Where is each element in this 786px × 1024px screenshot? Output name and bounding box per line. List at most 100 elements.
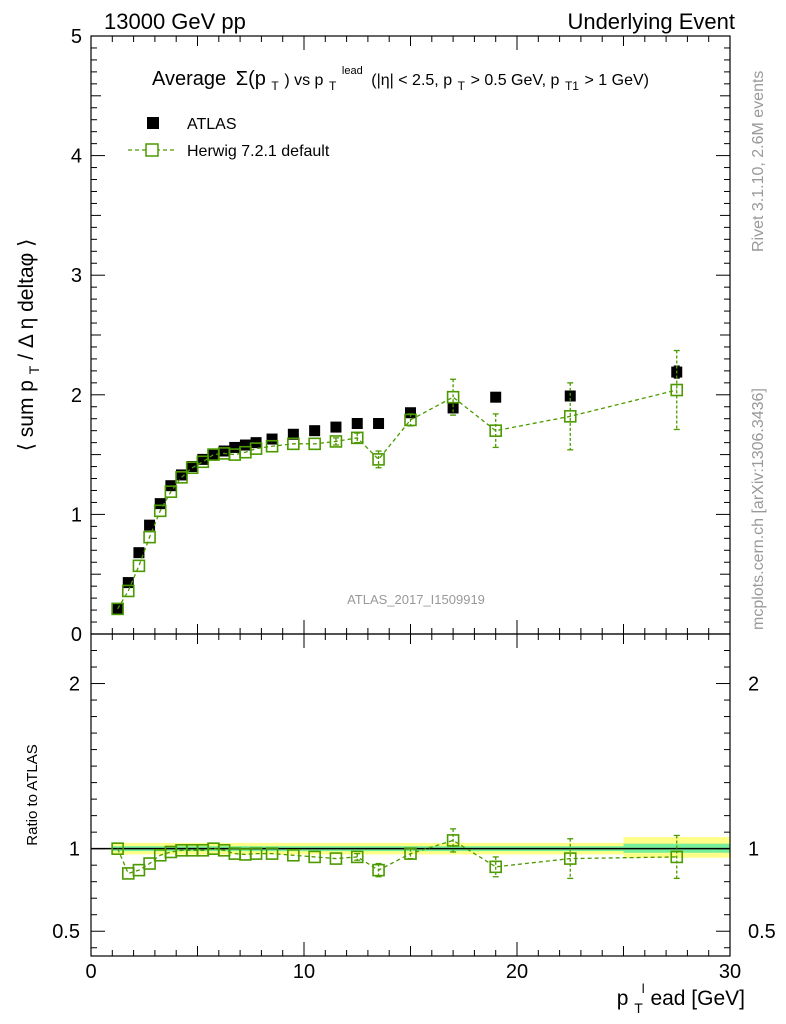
y-label-part-b: / Δ η deltaφ ⟩ (15, 239, 38, 360)
main-plot-ticks (90, 35, 731, 635)
atlas-point (133, 547, 145, 559)
ratio-plot-ticks (90, 634, 731, 956)
herwig-ratio-point (563, 852, 577, 865)
main-plot-panel: 0 1 2 3 4 5 Average Σ(p T ) vs p T lead (|η| … (71, 26, 731, 646)
atlas-point (154, 498, 166, 510)
herwig-point (489, 424, 503, 437)
x-label-rest: ead [GeV] (650, 987, 745, 1010)
atlas-point (447, 402, 459, 414)
herwig-series (111, 349, 684, 616)
herwig-ratio-point (329, 852, 343, 865)
herwig-ratio-point (489, 860, 503, 874)
herwig-ratio-point (143, 857, 156, 870)
herwig-point (404, 413, 417, 427)
herwig-ratio-point (175, 844, 188, 857)
mcplots-label: mcplots.cern.ch [arXiv:1306.3436] (750, 388, 767, 630)
top-y-tick-label: 0 (71, 624, 82, 646)
herwig-ratio-series (111, 828, 684, 880)
x-label-sub: T (634, 1000, 643, 1016)
top-y-tick-label: 2 (71, 385, 82, 407)
ratio-y-tick-label-left: 1 (69, 839, 80, 861)
herwig-ratio-point (446, 834, 460, 847)
header-left: 13000 GeV pp (104, 9, 246, 34)
herwig-ratio-point (196, 844, 210, 857)
herwig-line (117, 389, 677, 610)
ratio-y-axis-label: Ratio to ATLAS (24, 744, 41, 845)
ratio-y-tick-label-right: 0.5 (748, 921, 776, 943)
title-lead-sup: lead (342, 65, 363, 77)
herwig-ratio-point (111, 842, 124, 855)
title-cuts-b: > 0.5 GeV, p (471, 72, 560, 89)
herwig-ratio-point (239, 848, 252, 861)
herwig-ratio-point (132, 863, 146, 877)
herwig-point (153, 504, 167, 518)
legend-atlas-label: ATLAS (187, 116, 237, 133)
herwig-point (196, 455, 210, 469)
ratio-y-tick-label-right: 2 (748, 674, 759, 696)
herwig-ratio-point (670, 850, 684, 864)
atlas-point (122, 577, 134, 589)
atlas-point (229, 441, 241, 453)
top-y-tick-label: 3 (71, 265, 82, 287)
atlas-point (207, 449, 219, 461)
herwig-point (670, 383, 684, 397)
herwig-point (446, 390, 460, 404)
herwig-point (308, 437, 321, 451)
y-label-part-a: ⟨ sum p (15, 380, 38, 451)
herwig-ratio-point (308, 850, 321, 864)
atlas-point (309, 425, 321, 437)
atlas-point (197, 453, 209, 465)
plot-title: Average Σ(p T ) vs p T lead (|η| < 2.5, … (152, 57, 649, 95)
atlas-point (186, 461, 198, 473)
top-y-tick-label: 4 (71, 146, 82, 168)
herwig-point (350, 431, 364, 445)
herwig-ratio-point (185, 844, 199, 857)
x-tick-label: 30 (719, 961, 741, 983)
ratio-plot-frame (90, 633, 731, 957)
herwig-ratio-point (249, 847, 263, 860)
herwig-point (287, 437, 300, 451)
title-cuts-c: > 1 GeV) (585, 72, 649, 89)
atlas-point (239, 439, 251, 451)
herwig-ratio-point (228, 847, 242, 860)
title-sigma: Σ(p (236, 68, 266, 90)
analysis-label: ATLAS_2017_I1509919 (347, 592, 485, 607)
title-sigma-sub: T (271, 79, 279, 93)
header-right: Underlying Event (567, 9, 735, 34)
herwig-ratio-point (164, 845, 178, 859)
herwig-point (111, 602, 124, 616)
herwig-point (329, 435, 343, 448)
main-plot-series (111, 349, 684, 616)
atlas-point (373, 418, 385, 430)
herwig-point (265, 439, 279, 453)
herwig-point (132, 559, 146, 573)
title-cuts-sub2: T1 (565, 79, 579, 93)
top-y-tick-label: 5 (71, 26, 82, 48)
atlas-point (490, 391, 502, 403)
herwig-ratio-point (372, 863, 385, 877)
x-tick-label: 20 (506, 961, 528, 983)
herwig-point (175, 471, 188, 484)
ratio-y-tick-label-left: 0.5 (52, 921, 80, 943)
herwig-point (121, 584, 135, 598)
top-y-tick-label: 1 (71, 504, 82, 526)
ratio-plot-x-tick-labels: 0 10 20 30 (85, 961, 741, 983)
herwig-point (239, 445, 252, 459)
herwig-ratio-point (404, 847, 417, 860)
ratio-y-tick-label-right: 1 (748, 839, 759, 861)
title-lead-sub: T (329, 79, 337, 93)
herwig-point (249, 442, 263, 455)
herwig-ratio-point (153, 848, 167, 862)
legend-atlas-marker (147, 117, 159, 129)
atlas-point (564, 390, 576, 402)
atlas-point (405, 407, 416, 419)
herwig-ratio-point (350, 850, 364, 864)
main-y-axis-label: ⟨ sum p T / Δ η deltaφ ⟩ (15, 239, 44, 452)
herwig-ratio-point (121, 867, 135, 880)
atlas-point (144, 519, 156, 531)
atlas-point (330, 421, 342, 433)
ratio-plot-y-tick-labels: 0.5 0.5 1 1 2 2 (52, 674, 776, 944)
herwig-ratio-point (207, 842, 220, 855)
atlas-point (266, 433, 278, 445)
ratio-plot-panel: 0.5 0.5 1 1 2 2 0 10 20 30 (52, 633, 776, 983)
